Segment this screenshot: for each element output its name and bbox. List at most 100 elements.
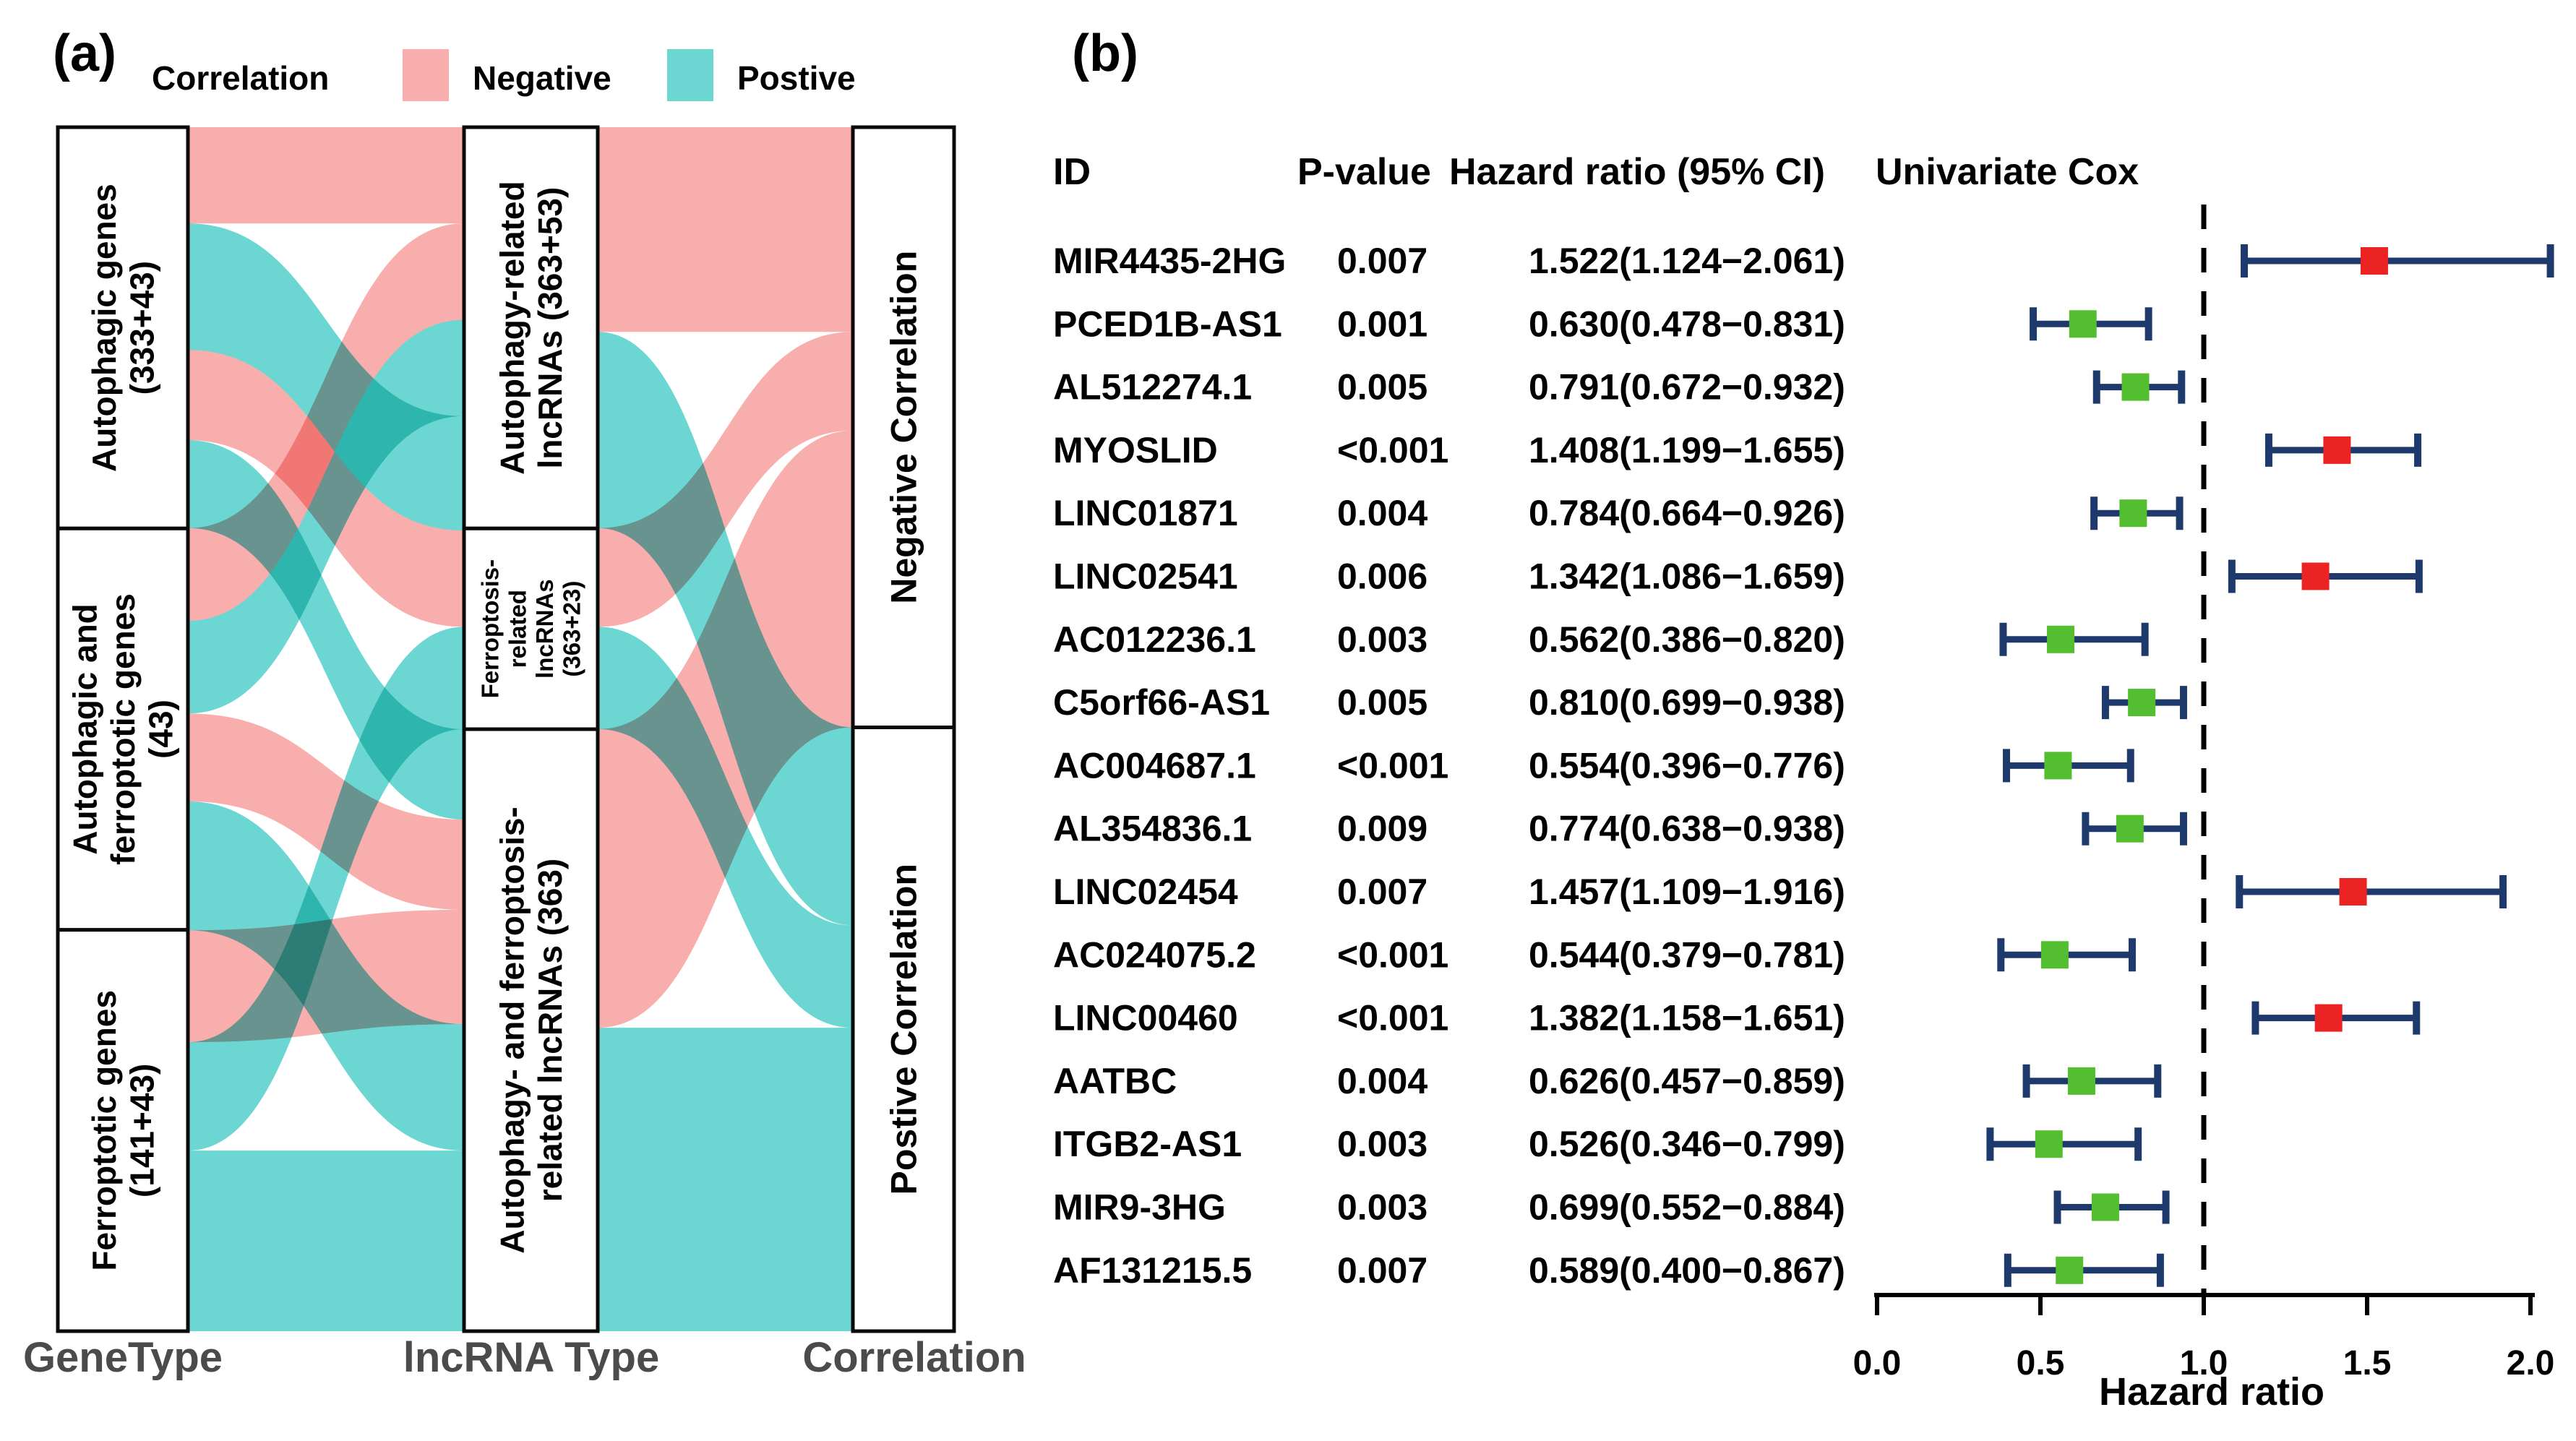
x-tick-label: 2.0 (2507, 1344, 2555, 1382)
forest-whisker (2236, 875, 2507, 908)
sankey-flow-positive (188, 319, 464, 714)
row-ci: 0.626(0.457−0.859) (1529, 1061, 1845, 1101)
legend-swatch-negative (403, 49, 449, 101)
sankey-flow-positive (188, 627, 464, 1151)
forest-whisker (2082, 812, 2187, 846)
row-ci: 0.774(0.638−0.938) (1529, 809, 1845, 849)
forest-whisker (2030, 307, 2152, 341)
sankey-node-label: Ferroptotic genes(141+43) (85, 990, 160, 1271)
panel-a-sankey: (a) Correlation Negative Postive Autopha… (23, 25, 1026, 1381)
forest-whisker (2228, 559, 2423, 593)
sankey-node-label: Autophagy- and ferroptosis-related lncRN… (493, 806, 568, 1253)
row-ci: 1.408(1.199−1.655) (1529, 430, 1845, 470)
forest-whisker (2092, 370, 2186, 404)
table-row: PCED1B-AS1 0.001 0.630(0.478−0.831) (1053, 304, 1845, 344)
sankey-node (851, 125, 956, 730)
header-pvalue: P-value (1297, 151, 1431, 193)
row-ci: 1.382(1.158−1.651) (1529, 998, 1845, 1038)
row-pvalue: 0.001 (1337, 304, 1427, 344)
hr-point-protective (2119, 499, 2147, 528)
axis-label-genetype: GeneType (23, 1334, 223, 1381)
row-pvalue: 0.003 (1337, 1124, 1427, 1164)
forest-table-rows: MIR4435-2HG 0.007 1.522(1.124−2.061) PCED1B… (1053, 241, 1845, 1291)
table-row: MYOSLID <0.001 1.408(1.199−1.655) (1053, 430, 1845, 470)
forest-whisker (2101, 686, 2187, 720)
row-pvalue: 0.003 (1337, 1187, 1427, 1228)
sankey-flow-negative (188, 713, 464, 910)
row-id: AATBC (1053, 1061, 1177, 1101)
row-id: MYOSLID (1053, 430, 1218, 470)
header-hazard-ratio-ci: Hazard ratio (95% CI) (1449, 151, 1825, 193)
hr-point-protective (2091, 1193, 2119, 1221)
forest-whisker (2251, 1001, 2421, 1035)
forest-whisker (2004, 1253, 2164, 1287)
sankey-node (851, 726, 956, 1333)
row-pvalue: <0.001 (1337, 934, 1448, 975)
axis-label-correlation: Correlation (802, 1334, 1026, 1381)
sankey-node-label: Ferroptosis-relatedlncRNAs(363+23) (477, 559, 585, 699)
forest-whisker (2241, 244, 2554, 278)
legend-correlation: Correlation Negative Postive (152, 49, 856, 101)
row-id: MIR9-3HG (1053, 1187, 1226, 1228)
hr-point-risk (2323, 436, 2351, 464)
row-ci: 0.562(0.386−0.820) (1529, 619, 1845, 660)
forest-whisker (2002, 749, 2134, 783)
row-ci: 0.544(0.379−0.781) (1529, 934, 1845, 975)
row-pvalue: 0.005 (1337, 682, 1427, 723)
row-ci: 0.699(0.552−0.884) (1529, 1187, 1845, 1228)
hr-point-protective (2044, 752, 2072, 780)
row-pvalue: <0.001 (1337, 430, 1448, 470)
row-pvalue: <0.001 (1337, 998, 1448, 1038)
sankey-node-label: Negative Correlation (884, 251, 924, 604)
hr-point-protective (2040, 941, 2069, 969)
row-ci: 0.784(0.664−0.926) (1529, 493, 1845, 533)
sankey-node (56, 526, 190, 932)
header-id: ID (1053, 151, 1091, 193)
table-row: ITGB2-AS1 0.003 0.526(0.346−0.799) (1053, 1124, 1845, 1164)
row-ci: 0.791(0.672−0.932) (1529, 367, 1845, 408)
row-id: AL512274.1 (1053, 367, 1252, 408)
hr-point-protective (2047, 625, 2075, 653)
row-pvalue: 0.004 (1337, 1061, 1427, 1101)
row-id: LINC01871 (1053, 493, 1238, 533)
hr-point-protective (2128, 689, 2156, 717)
sankey-flow-negative (598, 430, 853, 1028)
forest-whisker (1999, 622, 2149, 656)
row-id: LINC00460 (1053, 998, 1238, 1038)
row-pvalue: 0.004 (1337, 493, 1427, 533)
row-pvalue: <0.001 (1337, 745, 1448, 786)
row-ci: 0.589(0.400−0.867) (1529, 1250, 1845, 1291)
row-id: AF131215.5 (1053, 1250, 1252, 1291)
sankey-node-label: Autophagy-relatedlncRNAs (363+53) (493, 181, 568, 474)
hr-point-risk (2339, 878, 2367, 906)
row-ci: 1.342(1.086−1.659) (1529, 556, 1845, 597)
forest-whisker (2264, 433, 2422, 467)
row-id: C5orf66-AS1 (1053, 682, 1270, 723)
table-row: LINC01871 0.004 0.784(0.664−0.926) (1053, 493, 1845, 533)
x-tick-label: 1.0 (2180, 1344, 2228, 1382)
row-ci: 0.810(0.699−0.938) (1529, 682, 1845, 723)
x-tick-label: 0.5 (2017, 1344, 2065, 1382)
row-ci: 0.630(0.478−0.831) (1529, 304, 1845, 344)
sankey-node-label: Autophagic andferroptotic genes(43) (66, 593, 180, 865)
table-row: LINC02454 0.007 1.457(1.109−1.916) (1053, 872, 1845, 912)
hr-point-protective (2121, 373, 2150, 401)
sankey-flow-positive (188, 1150, 464, 1331)
legend-label-negative: Negative (473, 59, 611, 97)
sankey-nodes: Autophagic genes(333+43) Autophagic andfe… (56, 125, 956, 1333)
hr-point-protective (2116, 814, 2144, 843)
panel-b-forest: (b) ID P-value Hazard ratio (95% CI) Uni… (1053, 25, 2555, 1414)
table-row: LINC02541 0.006 1.342(1.086−1.659) (1053, 556, 1845, 597)
hr-point-risk (2301, 562, 2330, 590)
row-id: LINC02541 (1053, 556, 1238, 597)
table-row: LINC00460 <0.001 1.382(1.158−1.651) (1053, 998, 1845, 1038)
sankey-flow-positive (598, 1028, 853, 1331)
sankey-flow-negative (188, 223, 464, 621)
row-id: LINC02454 (1053, 872, 1238, 912)
header-univariate-cox: Univariate Cox (1876, 151, 2139, 193)
x-axis-title: Hazard ratio (2099, 1370, 2324, 1414)
table-row: AF131215.5 0.007 0.589(0.400−0.867) (1053, 1250, 1845, 1291)
x-tick-label: 1.5 (2343, 1344, 2392, 1382)
sankey-node (462, 125, 600, 530)
